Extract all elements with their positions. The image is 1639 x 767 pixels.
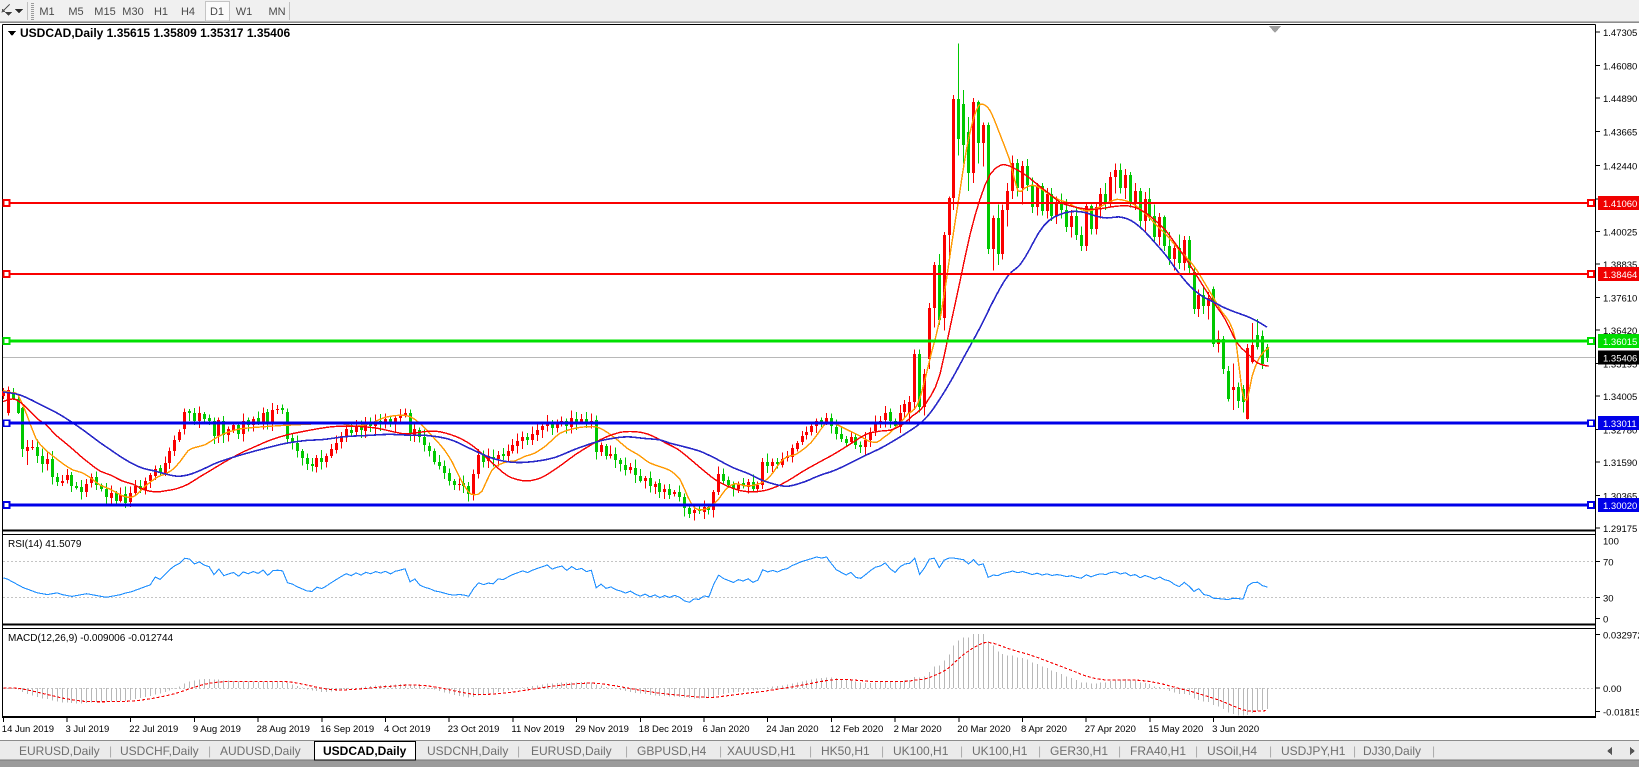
svg-text:4 Oct 2019: 4 Oct 2019 <box>384 724 430 735</box>
svg-text:1.38464: 1.38464 <box>1603 270 1637 281</box>
svg-text:11 Nov 2019: 11 Nov 2019 <box>511 724 564 735</box>
svg-text:1.35195: 1.35195 <box>1603 359 1637 370</box>
svg-text:0: 0 <box>1603 615 1608 626</box>
svg-text:18 Dec 2019: 18 Dec 2019 <box>639 724 693 735</box>
svg-text:1.36015: 1.36015 <box>1603 337 1637 348</box>
svg-text:0.032972: 0.032972 <box>1603 631 1639 642</box>
svg-text:|: | <box>1195 744 1198 758</box>
svg-text:|: | <box>881 744 884 758</box>
svg-text:RSI(14) 41.5079: RSI(14) 41.5079 <box>8 539 82 550</box>
svg-text:1.42440: 1.42440 <box>1603 161 1637 172</box>
svg-text:1.29175: 1.29175 <box>1603 524 1637 535</box>
svg-text:1.37610: 1.37610 <box>1603 293 1637 304</box>
svg-text:M1: M1 <box>39 6 54 18</box>
svg-text:1.35406: 1.35406 <box>1603 354 1637 365</box>
svg-text:20 Mar 2020: 20 Mar 2020 <box>957 724 1010 735</box>
svg-text:UK100,H1: UK100,H1 <box>972 744 1028 758</box>
svg-text:USDCAD,Daily: USDCAD,Daily <box>323 744 407 758</box>
svg-text:GER30,H1: GER30,H1 <box>1050 744 1108 758</box>
svg-text:EURUSD,Daily: EURUSD,Daily <box>19 744 100 758</box>
svg-text:DJ30,Daily: DJ30,Daily <box>1363 744 1421 758</box>
svg-text:EURUSD,Daily: EURUSD,Daily <box>531 744 612 758</box>
svg-text:24 Jan 2020: 24 Jan 2020 <box>766 724 818 735</box>
svg-text:USDCNH,Daily: USDCNH,Daily <box>427 744 508 758</box>
svg-text:1.34005: 1.34005 <box>1603 392 1637 403</box>
svg-text:|: | <box>208 744 211 758</box>
svg-text:1.31590: 1.31590 <box>1603 458 1637 469</box>
svg-text:1.30365: 1.30365 <box>1603 492 1637 503</box>
svg-text:|: | <box>109 744 112 758</box>
svg-text:29 Nov 2019: 29 Nov 2019 <box>575 724 629 735</box>
svg-text:W1: W1 <box>236 6 253 18</box>
svg-text:1.43665: 1.43665 <box>1603 128 1637 139</box>
svg-text:3 Jul 2019: 3 Jul 2019 <box>66 724 110 735</box>
svg-text:|: | <box>1432 744 1435 758</box>
svg-text:|: | <box>1038 744 1041 758</box>
svg-text:UK100,H1: UK100,H1 <box>893 744 949 758</box>
svg-text:GBPUSD,H4: GBPUSD,H4 <box>637 744 707 758</box>
svg-text:1.47305: 1.47305 <box>1603 28 1637 39</box>
svg-text:1.41060: 1.41060 <box>1603 199 1637 210</box>
svg-text:27 Apr 2020: 27 Apr 2020 <box>1085 724 1136 735</box>
svg-text:1.32780: 1.32780 <box>1603 426 1637 437</box>
svg-text:|: | <box>517 744 520 758</box>
svg-text:|: | <box>719 744 722 758</box>
svg-text:30: 30 <box>1603 594 1614 605</box>
svg-text:16 Sep 2019: 16 Sep 2019 <box>320 724 374 735</box>
svg-text:2 Mar 2020: 2 Mar 2020 <box>894 724 942 735</box>
svg-text:M30: M30 <box>122 6 143 18</box>
svg-text:1.40025: 1.40025 <box>1603 227 1637 238</box>
svg-text:-0.018154: -0.018154 <box>1603 708 1639 719</box>
svg-text:|: | <box>625 744 628 758</box>
svg-text:15 May 2020: 15 May 2020 <box>1148 724 1203 735</box>
svg-text:FRA40,H1: FRA40,H1 <box>1130 744 1186 758</box>
svg-text:USOil,H4: USOil,H4 <box>1207 744 1257 758</box>
svg-text:|: | <box>809 744 812 758</box>
svg-text:1.44890: 1.44890 <box>1603 94 1637 105</box>
svg-text:1.33011: 1.33011 <box>1603 419 1637 430</box>
svg-text:M15: M15 <box>94 6 115 18</box>
svg-text:H4: H4 <box>181 6 195 18</box>
svg-text:HK50,H1: HK50,H1 <box>821 744 870 758</box>
svg-text:3 Jun 2020: 3 Jun 2020 <box>1212 724 1259 735</box>
svg-text:14 Jun 2019: 14 Jun 2019 <box>2 724 54 735</box>
svg-text:MN: MN <box>268 6 285 18</box>
svg-text:23 Oct 2019: 23 Oct 2019 <box>448 724 500 735</box>
svg-text:USDCHF,Daily: USDCHF,Daily <box>120 744 199 758</box>
svg-text:70: 70 <box>1603 558 1614 569</box>
svg-text:12 Feb 2020: 12 Feb 2020 <box>830 724 883 735</box>
svg-text:22 Jul 2019: 22 Jul 2019 <box>129 724 178 735</box>
svg-text:1.38835: 1.38835 <box>1603 260 1637 271</box>
svg-text:1.36420: 1.36420 <box>1603 326 1637 337</box>
svg-text:0.00: 0.00 <box>1603 684 1622 695</box>
svg-text:AUDUSD,Daily: AUDUSD,Daily <box>220 744 301 758</box>
svg-text:1.46080: 1.46080 <box>1603 62 1637 73</box>
svg-text:USDJPY,H1: USDJPY,H1 <box>1281 744 1346 758</box>
svg-text:9 Aug 2019: 9 Aug 2019 <box>193 724 241 735</box>
svg-text:28 Aug 2019: 28 Aug 2019 <box>257 724 310 735</box>
svg-text:|: | <box>1118 744 1121 758</box>
svg-text:8 Apr 2020: 8 Apr 2020 <box>1021 724 1067 735</box>
svg-text:H1: H1 <box>154 6 168 18</box>
svg-text:1.30020: 1.30020 <box>1603 501 1637 512</box>
svg-text:USDCAD,Daily 1.35615 1.35809: USDCAD,Daily 1.35615 1.35809 1.35317 1.3… <box>20 26 291 40</box>
svg-text:|: | <box>960 744 963 758</box>
svg-text:|: | <box>1269 744 1272 758</box>
svg-text:M5: M5 <box>68 6 83 18</box>
svg-text:6 Jan 2020: 6 Jan 2020 <box>703 724 750 735</box>
svg-text:MACD(12,26,9) -0.009006 -0.012: MACD(12,26,9) -0.009006 -0.012744 <box>8 633 174 644</box>
svg-text:|: | <box>1353 744 1356 758</box>
svg-text:D1: D1 <box>210 6 224 18</box>
svg-text:100: 100 <box>1603 537 1619 548</box>
svg-text:XAUUSD,H1: XAUUSD,H1 <box>727 744 796 758</box>
